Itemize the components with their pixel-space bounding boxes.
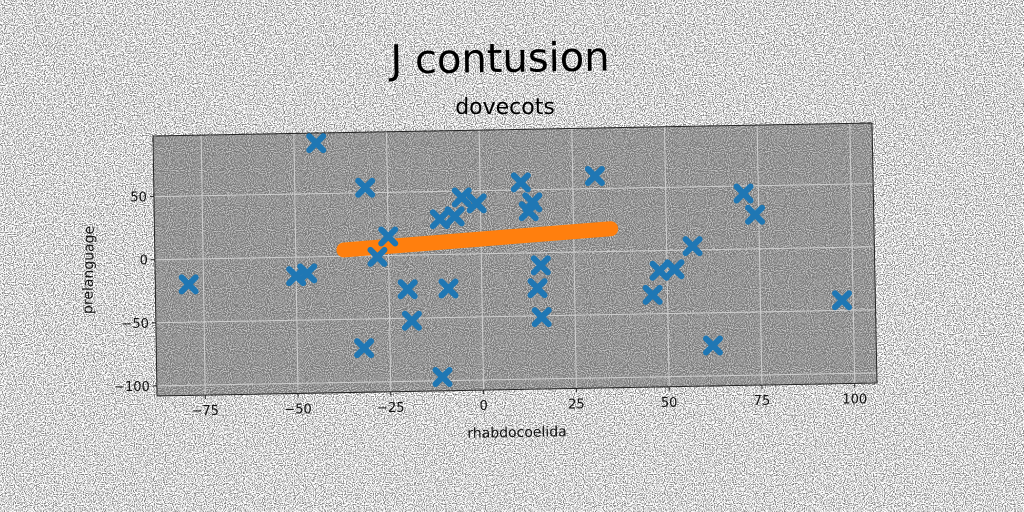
scatter-point: [432, 366, 453, 387]
scatter-point: [733, 183, 754, 204]
x-tick-label: 75: [754, 394, 771, 409]
scatter-point: [522, 192, 543, 213]
scatter-point: [510, 172, 531, 193]
x-tick-label: 100: [842, 392, 867, 407]
scatter-point: [584, 165, 605, 186]
grid-line-x: [478, 130, 485, 391]
grid-line-x: [849, 123, 856, 384]
grid-line-x: [571, 128, 577, 389]
y-tick-label: −50: [121, 317, 148, 332]
scatter-point: [397, 279, 418, 300]
scatter-series: [178, 133, 853, 387]
plot-area: [152, 122, 878, 397]
grid-line-y: [154, 246, 875, 261]
x-tick-label: 50: [661, 396, 678, 411]
y-tick-label: −100: [114, 380, 150, 395]
plot-frame: [152, 122, 878, 397]
x-tick-labels: −75 −50 −25 0 25 50 75 100: [192, 383, 867, 419]
grid-lines: [153, 123, 877, 396]
scatter-point: [355, 177, 376, 198]
scatter-point: [438, 278, 459, 299]
scatter-point: [401, 310, 422, 331]
scatter-point: [745, 204, 766, 225]
scatter-point: [649, 260, 670, 281]
x-axis-label: rhabdocoelida: [467, 424, 567, 442]
x-tick-label: 25: [568, 397, 585, 412]
grid-line-x: [663, 126, 670, 387]
x-tick-label: −75: [192, 404, 219, 419]
y-tick-label: 50: [130, 191, 147, 206]
x-tick-label: −50: [284, 402, 311, 417]
y-tick-label: 0: [140, 254, 148, 269]
scatter-point: [297, 263, 318, 284]
chart-subtitle: dovecots: [455, 95, 555, 120]
scatter-point: [306, 133, 327, 154]
scatter-point: [530, 255, 551, 276]
scatter-point: [702, 335, 723, 356]
grid-line-y: [156, 372, 877, 387]
scatter-point: [466, 193, 487, 214]
scatter-point: [444, 206, 465, 227]
scatter-point: [429, 209, 450, 230]
chart-title: J contusion: [387, 34, 610, 83]
scatter-point: [664, 259, 685, 280]
scatter-point: [378, 226, 399, 247]
trend-line: [336, 221, 619, 258]
scatter-point: [451, 187, 472, 208]
grid-line-x: [756, 125, 763, 386]
scatter-point: [527, 278, 548, 299]
y-axis-label: prelanguage: [80, 226, 98, 314]
scatter-point: [682, 236, 703, 257]
scatter-point: [642, 284, 663, 305]
y-tick-labels: −100 −50 0 50: [114, 191, 157, 395]
plot-background-noise: [153, 123, 877, 395]
x-tick-label: −25: [377, 401, 404, 416]
grid-line-x: [385, 131, 392, 392]
scatter-point: [832, 290, 853, 311]
scatter-point: [367, 246, 388, 267]
grid-line-x: [200, 135, 206, 396]
scatter-point: [178, 274, 199, 295]
scatter-point: [531, 307, 552, 328]
x-tick-label: 0: [479, 399, 487, 414]
line-series: [336, 221, 619, 258]
grid-line-y: [155, 309, 876, 324]
scatter-point: [354, 338, 375, 359]
grid-line-x: [293, 133, 299, 394]
